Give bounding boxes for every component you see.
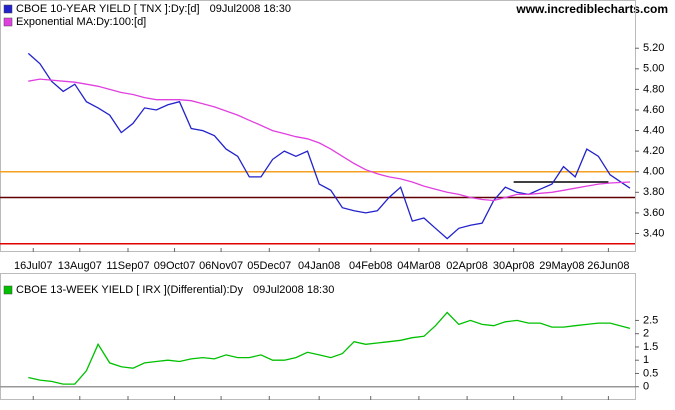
legend-swatch — [3, 4, 13, 14]
y-tick-label: 1 — [643, 354, 649, 366]
y-tick-label: 4.40 — [643, 124, 664, 136]
source-label: www.incrediblecharts.com — [515, 2, 668, 16]
x-tick-label: 13Aug07 — [58, 260, 102, 272]
series-line — [28, 78, 631, 202]
x-tick-label: 06Nov07 — [199, 260, 243, 272]
timestamp: 09Jul2008 18:30 — [253, 284, 334, 296]
x-tick-label: 02Apr08 — [446, 260, 488, 272]
y-tick-label: 3.40 — [643, 227, 664, 239]
legend-swatch — [3, 285, 13, 295]
legend-swatch — [3, 17, 13, 27]
legend-label: CBOE 10-YEAR YIELD [ TNX ]:Dy:[d] — [16, 3, 200, 15]
x-tick-label: 09Oct07 — [154, 260, 196, 272]
legend-label: CBOE 13-WEEK YIELD [ IRX ](Differential)… — [16, 284, 243, 296]
legend-label: Exponential MA:Dy:100:[d] — [16, 16, 146, 28]
y-tick-label: 5.00 — [643, 63, 664, 75]
x-tick-label: 11Sep07 — [106, 260, 149, 272]
timestamp: 09Jul2008 18:30 — [210, 3, 291, 15]
x-tick-label: 04Mar08 — [397, 260, 440, 272]
y-tick-label: 1.5 — [643, 341, 658, 353]
y-tick-label: 4.80 — [643, 83, 664, 95]
x-tick-label: 26Jun08 — [587, 260, 629, 272]
y-tick-label: 2.5 — [643, 314, 658, 326]
x-tick-label: 04Jan08 — [298, 260, 340, 272]
y-tick-label: 4.20 — [643, 145, 664, 157]
x-tick-label: 04Feb08 — [349, 260, 392, 272]
x-tick-label: 29May08 — [539, 260, 584, 272]
y-tick-label: 4.00 — [643, 166, 664, 178]
x-tick-label: 05Dec07 — [247, 260, 291, 272]
y-tick-label: 3.80 — [643, 186, 664, 198]
plot-frame — [0, 0, 636, 252]
y-tick-label: 0 — [643, 381, 649, 393]
x-tick-label: 16Jul07 — [14, 260, 53, 272]
y-tick-label: 2 — [643, 328, 649, 340]
series-line — [28, 311, 631, 385]
y-tick-label: 0.5 — [643, 367, 658, 379]
y-tick-label: 3.60 — [643, 207, 664, 219]
y-tick-label: 5.20 — [643, 42, 664, 54]
series-line — [27, 52, 631, 240]
x-tick-label: 30Apr08 — [493, 260, 535, 272]
y-tick-label: 4.60 — [643, 104, 664, 116]
plot-frame — [0, 273, 636, 400]
